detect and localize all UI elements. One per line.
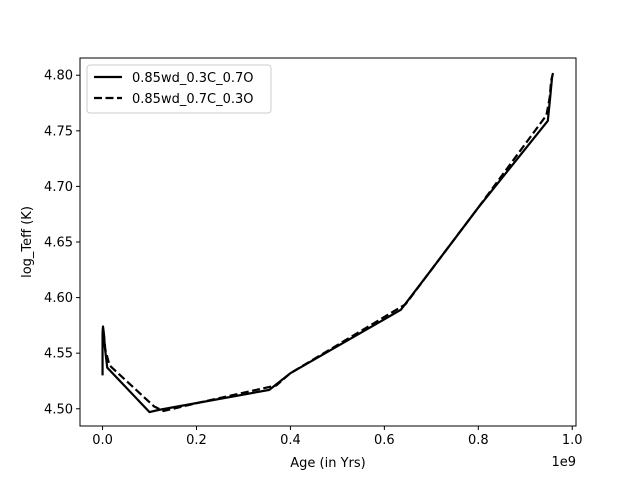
y-tick-label: 4.70 xyxy=(44,180,73,195)
y-tick-label: 4.65 xyxy=(44,236,73,251)
x-tick-label: 0.4 xyxy=(280,433,301,448)
x-axis-label: Age (in Yrs) xyxy=(290,456,365,471)
x-tick-label: 0.0 xyxy=(92,433,113,448)
y-tick-label: 4.75 xyxy=(44,124,73,139)
legend: 0.85wd_0.3C_0.7O 0.85wd_0.7C_0.3O xyxy=(86,64,272,114)
x-axis-offset-label: 1e9 xyxy=(551,455,576,470)
y-axis-ticks: 4.50 4.55 4.60 4.65 4.70 4.75 4.80 xyxy=(44,69,80,417)
x-tick-label: 1.0 xyxy=(562,433,583,448)
x-tick-label: 0.8 xyxy=(468,433,489,448)
legend-box xyxy=(86,64,272,114)
y-tick-label: 4.60 xyxy=(44,291,73,306)
legend-label-series-1: 0.85wd_0.3C_0.7O xyxy=(132,71,254,86)
y-tick-label: 4.55 xyxy=(44,347,73,362)
x-tick-label: 0.2 xyxy=(186,433,207,448)
y-tick-label: 4.50 xyxy=(44,402,73,417)
series-line-2 xyxy=(101,74,554,413)
legend-label-series-2: 0.85wd_0.7C_0.3O xyxy=(132,92,254,107)
y-tick-label: 4.80 xyxy=(44,69,73,84)
x-tick-label: 0.6 xyxy=(374,433,395,448)
plot-lines xyxy=(101,72,555,414)
y-axis-label: log_Teff (K) xyxy=(20,206,35,278)
x-axis-ticks: 0.0 0.2 0.4 0.6 0.8 1.0 xyxy=(92,426,583,448)
